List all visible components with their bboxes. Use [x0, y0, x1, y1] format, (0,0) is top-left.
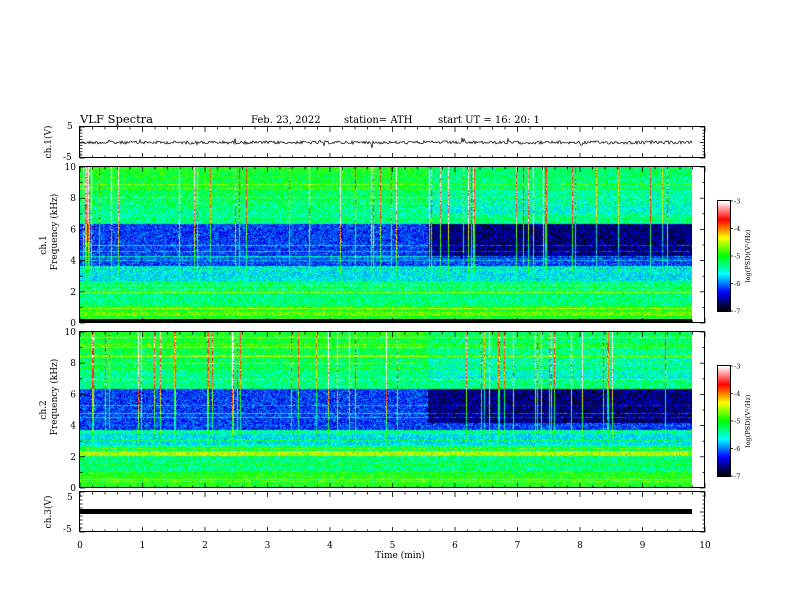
ch3-ytick-bottom: -5 [63, 525, 72, 535]
ch1-spectrogram-ylabel-channel: ch.1 [39, 235, 49, 254]
ch1-colorbar-ticks: -3 -4 -5 -6 -7 [730, 198, 740, 316]
frequency-tick-label: 2 [70, 288, 76, 298]
ch2-frequency-tick-labels: 0 2 4 6 8 10 [65, 328, 77, 494]
ch1-ytick-bottom: -5 [63, 153, 72, 163]
ch1-waveform-frame [79, 126, 705, 158]
ch1-colorbar: -3 -4 -5 -6 -7 log(PSD)(V²/Hz) [717, 198, 752, 316]
time-axis-label: Time (min) [375, 550, 425, 561]
ch3-waveform-frame [79, 491, 705, 532]
ch2-colorbar-label: log(PSD)(V²/Hz) [744, 394, 752, 447]
ch1-colorbar-gradient [718, 201, 730, 311]
ch1-waveform-trace [79, 137, 693, 149]
colorbar-tick-label: -3 [734, 363, 740, 371]
time-axis-tick-labels: 0 1 2 3 4 5 6 7 8 9 10 [77, 541, 711, 551]
colorbar-tick-label: -5 [734, 418, 740, 426]
frequency-tick-label: 0 [70, 484, 76, 494]
colorbar-tick-label: -6 [734, 445, 740, 453]
time-tick-label: 1 [140, 541, 146, 551]
ch1-spectrogram-baseline [79, 319, 692, 323]
time-tick-label: 8 [577, 541, 583, 551]
time-tick-label: 10 [699, 541, 711, 551]
station-label: station= ATH [344, 115, 413, 126]
frequency-tick-label: 0 [70, 319, 76, 329]
time-tick-label: 3 [265, 541, 271, 551]
ch2-colorbar: -3 -4 -5 -6 -7 log(PSD)(V²/Hz) [717, 363, 752, 481]
ch1-spectrogram-image [80, 167, 692, 322]
colorbar-tick-label: -7 [734, 308, 740, 316]
time-tick-label: 7 [515, 541, 521, 551]
start-time-label: start UT = 16: 20: 1 [438, 115, 540, 126]
figure-title: VLF Spectra [79, 112, 153, 126]
colorbar-tick-label: -5 [734, 253, 740, 261]
frequency-tick-label: 8 [70, 359, 76, 369]
frequency-tick-label: 4 [70, 257, 76, 267]
ch1-waveform-ticks [79, 126, 706, 159]
time-tick-label: 4 [327, 541, 333, 551]
ch2-spectrogram-panel: 0 2 4 6 8 10 ch.2 Frequency (kHz) [39, 328, 706, 494]
ch1-waveform-panel: 5 -5 ch.1(V) [43, 122, 706, 163]
ch2-spectrogram-ylabel-frequency: Frequency (kHz) [49, 359, 60, 436]
frequency-tick-label: 10 [65, 328, 77, 338]
frequency-tick-label: 10 [65, 163, 77, 173]
colorbar-tick-label: -4 [734, 225, 740, 233]
frequency-tick-label: 6 [70, 390, 76, 400]
ch3-waveform-ticks [79, 491, 706, 533]
ch2-spectrogram-ticks [79, 331, 706, 489]
frequency-tick-label: 4 [70, 422, 76, 432]
ch1-spectrogram-panel: 0 2 4 6 8 10 ch.1 Frequency (kHz) [39, 163, 706, 329]
ch1-waveform-ylabel: ch.1(V) [43, 126, 54, 159]
colorbar-tick-label: -6 [734, 280, 740, 288]
colorbar-tick-label: -3 [734, 198, 740, 206]
ch2-spectrogram-image [80, 332, 692, 487]
ch1-spectrogram-ticks [79, 166, 706, 324]
frequency-tick-label: 6 [70, 225, 76, 235]
date-label: Feb. 23, 2022 [251, 115, 321, 126]
ch2-spectrogram-frame [79, 331, 705, 488]
time-tick-label: 0 [77, 541, 83, 551]
ch2-spectrogram-ylabel-channel: ch.2 [39, 400, 49, 419]
frequency-tick-label: 8 [70, 194, 76, 204]
ch1-frequency-tick-labels: 0 2 4 6 8 10 [65, 163, 77, 329]
ch1-spectrogram-ylabel-frequency: Frequency (kHz) [49, 194, 60, 271]
colorbar-tick-label: -7 [734, 473, 740, 481]
time-tick-label: 6 [452, 541, 458, 551]
time-tick-label: 9 [640, 541, 646, 551]
ch3-waveform-trace [80, 509, 692, 514]
ch1-colorbar-label: log(PSD)(V²/Hz) [744, 229, 752, 282]
colorbar-tick-label: -4 [734, 390, 740, 398]
ch3-waveform-ylabel: ch.3(V) [43, 496, 54, 529]
time-tick-label: 5 [390, 541, 396, 551]
ch3-waveform-panel: 5 -5 ch.3(V) [43, 491, 706, 535]
ch2-colorbar-ticks: -3 -4 -5 -6 -7 [730, 363, 740, 481]
ch3-ytick-top: 5 [67, 493, 73, 503]
ch2-colorbar-gradient [718, 366, 730, 476]
time-tick-label: 2 [202, 541, 208, 551]
frequency-tick-label: 2 [70, 453, 76, 463]
ch1-ytick-top: 5 [67, 122, 73, 132]
